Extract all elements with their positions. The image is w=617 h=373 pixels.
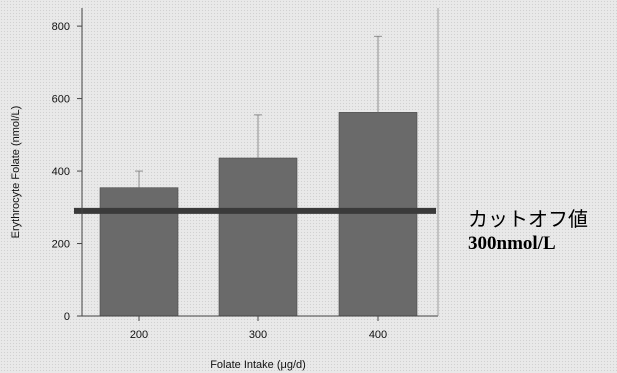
y-tick-group: 0 200 400 600 800 xyxy=(52,21,82,323)
y-tick-label-200: 200 xyxy=(52,239,70,251)
y-tick-label-0: 0 xyxy=(64,311,70,323)
bar-200 xyxy=(99,187,179,317)
bar-group xyxy=(99,112,418,317)
x-tick-label-200: 200 xyxy=(130,329,148,341)
y-axis-title: Erythrocyte Folate (nmol/L) xyxy=(10,106,22,239)
error-bar-group xyxy=(135,35,382,188)
x-tick-label-300: 300 xyxy=(249,329,267,341)
bar-300 xyxy=(218,157,298,317)
y-tick-label-600: 600 xyxy=(52,94,70,106)
x-tick-group: 200 300 400 xyxy=(130,316,387,341)
cutoff-label: カットオフ値 xyxy=(468,207,588,231)
y-tick-label-400: 400 xyxy=(52,166,70,178)
y-tick-label-800: 800 xyxy=(52,21,70,33)
cutoff-value-label: 300nmol/L xyxy=(468,233,556,254)
x-tick-label-400: 400 xyxy=(369,329,387,341)
x-axis-title: Folate Intake (μg/d) xyxy=(210,359,306,371)
bar-400 xyxy=(338,112,418,317)
